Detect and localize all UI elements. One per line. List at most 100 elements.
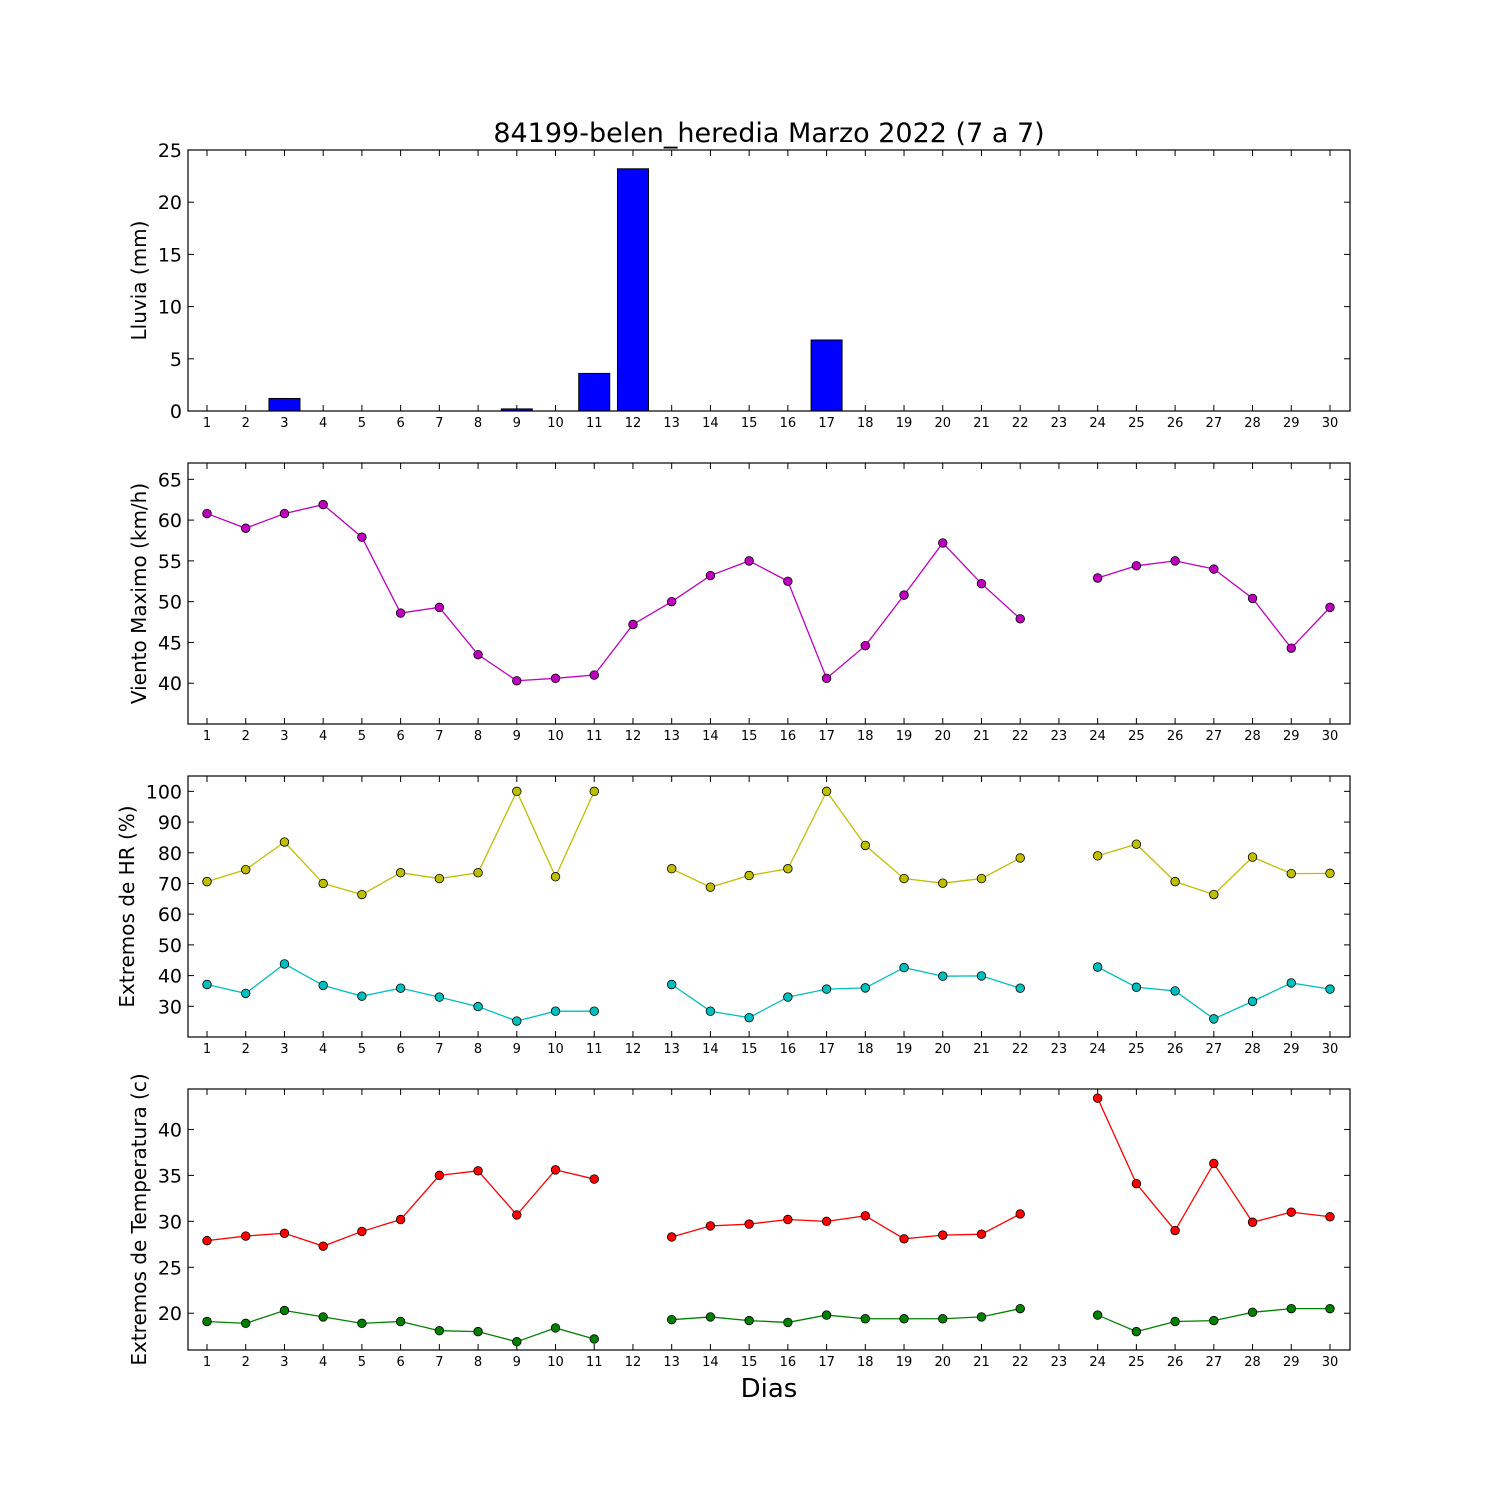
- data-point: [1209, 1315, 1219, 1326]
- x-tick-label: 4: [319, 416, 327, 431]
- x-tick-label: 30: [1322, 1042, 1339, 1057]
- x-tick-label: 7: [435, 1355, 443, 1370]
- data-point: [1092, 1310, 1103, 1320]
- x-tick-label: 7: [435, 416, 443, 431]
- x-tick-label: 12: [625, 1042, 642, 1057]
- x-tick-label: 23: [1051, 1042, 1068, 1057]
- data-point: [744, 870, 754, 881]
- x-tick-label: 1: [203, 416, 211, 431]
- data-point: [938, 878, 948, 888]
- x-tick-label: 24: [1089, 1355, 1106, 1370]
- data-point: [1015, 1303, 1025, 1314]
- data-point: [1325, 868, 1335, 879]
- data-point: [395, 1316, 406, 1327]
- x-tick-label: 13: [663, 416, 680, 431]
- axes-frame: [187, 149, 1351, 412]
- x-tick-label: 22: [1012, 1355, 1029, 1370]
- x-tick-label: 15: [741, 729, 758, 744]
- x-tick-label: 22: [1012, 1042, 1029, 1057]
- bar: [810, 339, 843, 412]
- data-point: [202, 979, 212, 990]
- data-point: [899, 1314, 909, 1324]
- x-tick-label: 4: [319, 1042, 327, 1057]
- x-tick-label: 23: [1051, 1355, 1068, 1370]
- y-tick-label: 65: [158, 469, 182, 491]
- series-line: [206, 789, 595, 896]
- x-tick-label: 11: [586, 416, 603, 431]
- data-point: [241, 523, 251, 533]
- series-line: [1097, 966, 1331, 1020]
- x-tick-label: 29: [1283, 729, 1300, 744]
- x-tick-label: 20: [934, 416, 951, 431]
- data-point: [938, 1230, 948, 1240]
- data-point: [783, 576, 793, 586]
- y-axis-label: Extremos de HR (%): [115, 805, 139, 1007]
- x-tick-label: 8: [474, 729, 482, 744]
- y-tick-label: 5: [170, 349, 182, 371]
- x-tick-label: 12: [625, 729, 642, 744]
- x-tick-label: 30: [1322, 729, 1339, 744]
- x-tick-label: 16: [780, 416, 797, 431]
- x-tick-label: 1: [203, 729, 211, 744]
- data-point: [1170, 556, 1180, 566]
- x-tick-label: 27: [1206, 729, 1223, 744]
- data-point: [1247, 1307, 1258, 1318]
- x-tick-label: 25: [1128, 416, 1145, 431]
- x-tick-label: 15: [741, 416, 758, 431]
- y-tick-label: 45: [158, 632, 182, 654]
- data-point: [434, 992, 445, 1002]
- data-point: [395, 983, 406, 993]
- data-point: [202, 508, 212, 519]
- x-tick-label: 3: [280, 416, 288, 431]
- x-tick-label: 17: [818, 1042, 835, 1057]
- data-point: [202, 876, 212, 887]
- data-point: [241, 864, 251, 875]
- data-point: [705, 1006, 716, 1016]
- data-point: [744, 1315, 754, 1326]
- data-point: [241, 988, 251, 999]
- data-point: [1209, 1158, 1219, 1169]
- series-line: [1097, 843, 1331, 896]
- data-point: [1247, 996, 1258, 1007]
- data-point: [318, 878, 328, 889]
- data-point: [1131, 1326, 1142, 1337]
- data-point: [1170, 986, 1180, 996]
- data-point: [550, 872, 561, 882]
- data-point: [512, 1210, 522, 1220]
- bar: [578, 372, 611, 412]
- data-point: [1209, 1014, 1219, 1024]
- y-tick-label: 30: [158, 996, 182, 1018]
- data-point: [357, 532, 367, 542]
- y-axis-label: Lluvia (mm): [127, 221, 151, 341]
- data-point: [1209, 889, 1219, 900]
- y-tick-label: 70: [158, 873, 182, 895]
- x-tick-label: 27: [1206, 416, 1223, 431]
- data-point: [357, 1226, 367, 1237]
- x-tick-label: 14: [702, 1042, 719, 1057]
- data-point: [279, 1305, 290, 1316]
- data-point: [1015, 1209, 1025, 1219]
- data-point: [976, 873, 987, 884]
- data-point: [1131, 1178, 1142, 1189]
- data-point: [938, 538, 948, 548]
- x-tick-label: 21: [973, 1355, 990, 1370]
- data-point: [1092, 1093, 1103, 1103]
- data-point: [318, 1312, 328, 1322]
- x-tick-label: 3: [280, 729, 288, 744]
- data-point: [1015, 983, 1025, 993]
- x-tick-label: 12: [625, 1355, 642, 1370]
- x-tick-label: 21: [973, 729, 990, 744]
- series-line: [671, 1308, 1021, 1324]
- x-tick-label: 6: [396, 1355, 404, 1370]
- x-tick-label: 14: [702, 1355, 719, 1370]
- data-point: [705, 1221, 716, 1231]
- data-point: [899, 590, 909, 600]
- x-tick-label: 25: [1128, 729, 1145, 744]
- y-tick-label: 55: [158, 551, 182, 573]
- y-tick-label: 25: [158, 140, 182, 162]
- data-point: [1325, 1303, 1335, 1314]
- x-tick-label: 23: [1051, 729, 1068, 744]
- bar: [268, 397, 301, 412]
